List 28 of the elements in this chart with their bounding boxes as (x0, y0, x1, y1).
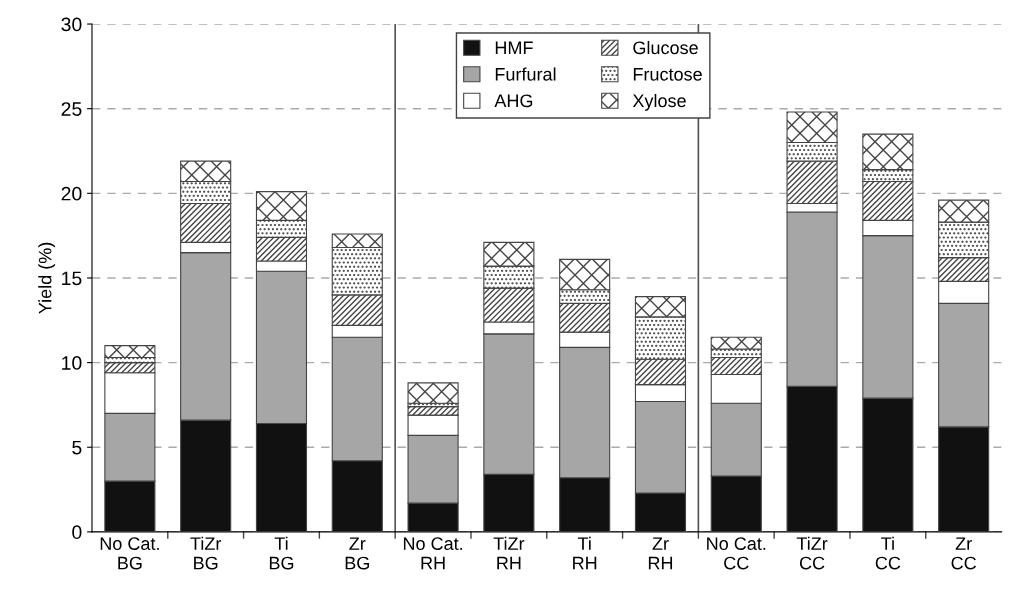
legend-label: Fructose (633, 68, 702, 81)
x-tick-label: No Cat. BG (100, 537, 159, 570)
x-tick-label: Zr BG (345, 537, 369, 570)
bar (104, 345, 156, 359)
legend-label: Furfural (495, 67, 556, 81)
x-tick-label: Ti RH (573, 536, 597, 570)
legend-label: AHG (494, 94, 533, 108)
y-tick-label: 0 (72, 525, 82, 540)
legend-label: Xylose (632, 93, 686, 111)
x-tick-label: No Cat. CC (707, 537, 766, 570)
x-tick-label: TiZr BG (190, 536, 222, 570)
x-tick-label: Zr CC (951, 537, 977, 570)
y-tick-label: 10 (62, 356, 82, 370)
legend-label: Glucose (633, 40, 698, 55)
y-tick-label: 30 (61, 17, 82, 32)
x-tick-label: Ti CC (875, 536, 901, 570)
x-tick-label: Ti BG (269, 536, 294, 570)
y-tick-label: 20 (61, 186, 82, 201)
y-tick-label: 25 (61, 102, 82, 116)
x-tick-label: TiZr CC (796, 536, 828, 570)
bar (407, 382, 459, 404)
x-tick-label: TiZr RH (493, 536, 525, 570)
legend-label: HMF (495, 41, 533, 55)
x-tick-label: Zr RH (648, 537, 673, 570)
x-tick-label: No Cat. RH (403, 537, 463, 570)
y-tick-label: 15 (62, 271, 82, 286)
y-axis-title: Yield (%) (38, 242, 56, 314)
y-tick-label: 5 (72, 440, 82, 455)
